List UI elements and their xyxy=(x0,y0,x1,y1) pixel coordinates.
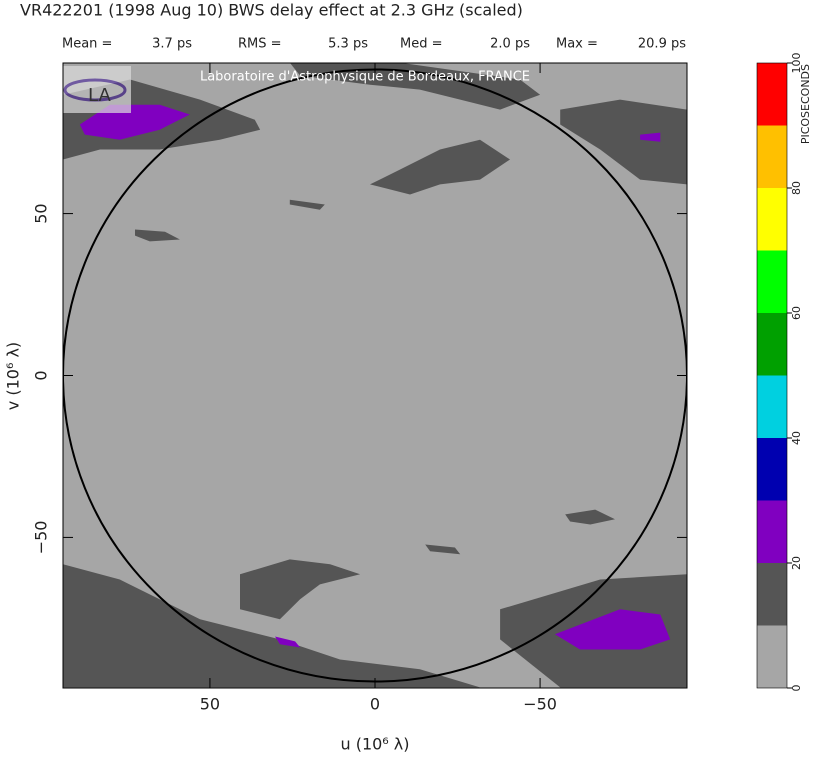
colorbar-tick-label: 60 xyxy=(790,306,803,320)
colorbar-tick-label: 80 xyxy=(790,181,803,195)
contour-region xyxy=(370,139,510,195)
contour-region xyxy=(290,63,541,110)
colorbar-band xyxy=(757,188,787,251)
stat-value: 5.3 ps xyxy=(328,37,368,52)
x-tick-label: −50 xyxy=(523,695,557,714)
contour-region xyxy=(63,564,480,688)
colorbar-band xyxy=(757,63,787,126)
y-tick-label: 0 xyxy=(32,370,51,380)
contour-region xyxy=(135,229,180,242)
stat-label: Med = xyxy=(400,37,443,52)
colorbar-tick-label: 20 xyxy=(790,556,803,570)
colorbar-band xyxy=(757,438,787,501)
chart-title: VR422201 (1998 Aug 10) BWS delay effect … xyxy=(20,1,523,20)
colorbar-band xyxy=(757,375,787,438)
contour-region xyxy=(554,609,671,650)
stat-value: 2.0 ps xyxy=(490,37,530,52)
contour-region xyxy=(560,99,687,185)
stat-label: Max = xyxy=(556,37,598,52)
colorbar-band xyxy=(757,625,787,688)
contour-region xyxy=(565,509,615,525)
stat-value: 20.9 ps xyxy=(638,37,686,52)
contour-region xyxy=(79,104,190,140)
contour-region xyxy=(425,544,461,555)
y-tick-label: −50 xyxy=(32,521,51,555)
x-tick-label: 0 xyxy=(370,695,380,714)
colorbar-band xyxy=(757,500,787,563)
colorbar-band xyxy=(757,125,787,188)
colorbar-band xyxy=(757,250,787,313)
logo: LA xyxy=(63,66,131,113)
colorbar-tick-label: 40 xyxy=(790,431,803,445)
contour-region xyxy=(240,559,361,620)
y-tick-label: 50 xyxy=(32,203,51,223)
colorbar-label: PICOSECONDS xyxy=(799,64,812,144)
colorbar-band xyxy=(757,313,787,376)
contour-region xyxy=(275,636,301,648)
background-level xyxy=(63,63,687,688)
colorbar-frame xyxy=(756,62,788,689)
contour-region xyxy=(640,132,661,142)
x-tick-label: 50 xyxy=(200,695,220,714)
colorbar-tick-label: 100 xyxy=(790,53,803,74)
y-axis-label: v (10⁶ λ) xyxy=(4,342,23,410)
x-axis-label: u (10⁶ λ) xyxy=(340,735,409,754)
watermark: Laboratoire d'Astrophysique de Bordeaux,… xyxy=(200,70,530,85)
stat-label: RMS = xyxy=(238,37,282,52)
contour-region xyxy=(289,199,325,210)
plot-area xyxy=(63,63,687,688)
colorbar-tick-label: 0 xyxy=(790,685,803,692)
stat-label: Mean = xyxy=(62,37,112,52)
svg-text:LA: LA xyxy=(88,85,111,106)
stat-value: 3.7 ps xyxy=(152,37,192,52)
colorbar-band xyxy=(757,563,787,626)
